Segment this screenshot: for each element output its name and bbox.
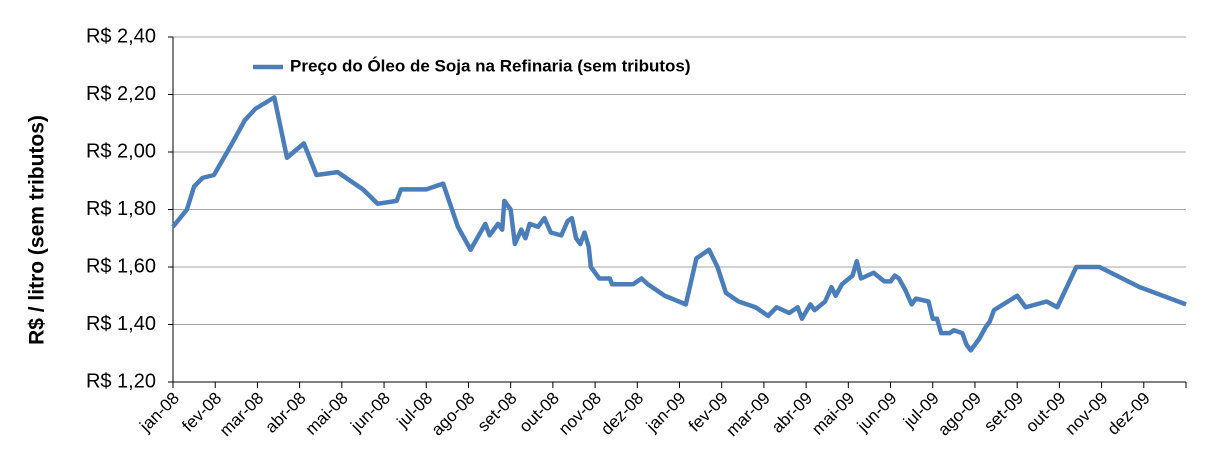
x-tick-label: jun-09 [853, 389, 901, 437]
line-series [171, 95, 1187, 353]
x-tick-label: mar-09 [722, 389, 774, 441]
y-tick-label: R$ 2,20 [86, 83, 156, 105]
x-tick-label: jan-08 [135, 389, 183, 437]
x-tick-label: ago-09 [934, 389, 985, 440]
x-tick-label: out-08 [515, 389, 563, 437]
legend-label: Preço do Óleo de Soja na Refinaria (sem … [290, 56, 691, 75]
y-tick-label: R$ 1,40 [86, 313, 156, 335]
x-tick-label: nov-08 [555, 389, 605, 439]
y-axis-title: R$ / litro (sem tributos) [26, 115, 49, 345]
y-tick-label: R$ 1,60 [86, 255, 156, 277]
y-tick-label: R$ 1,20 [86, 370, 156, 392]
x-tick-label: set-09 [980, 389, 1027, 436]
x-tick-label: mai-08 [302, 389, 352, 439]
x-tick-label: out-09 [1022, 389, 1070, 437]
x-tick-label: dez-09 [1104, 389, 1154, 439]
y-tick-label: R$ 2,40 [86, 25, 156, 47]
x-tick-label: set-08 [474, 389, 521, 436]
y-tick-label: R$ 2,00 [86, 140, 156, 162]
x-tick-label: jan-09 [642, 389, 690, 437]
x-tick-label: mar-08 [216, 389, 268, 441]
x-tick-label: ago-08 [428, 389, 479, 440]
x-tick-label: mai-09 [808, 389, 858, 439]
x-tick-label: abr-09 [768, 389, 816, 437]
y-tick-label: R$ 1,80 [86, 198, 156, 220]
x-tick-label: abr-08 [261, 389, 309, 437]
x-tick-label: dez-08 [597, 389, 647, 439]
x-tick-label: jun-08 [346, 389, 394, 437]
x-tick-label: nov-09 [1061, 389, 1111, 439]
